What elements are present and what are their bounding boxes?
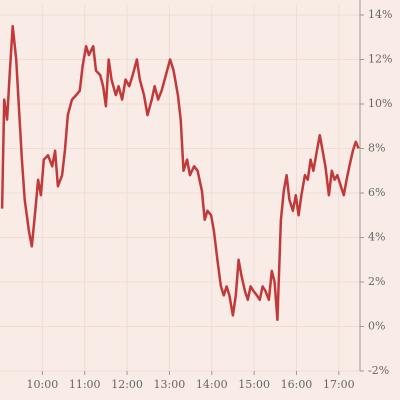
y-tick-label: 4% (368, 231, 385, 244)
line (0, 24, 360, 322)
x-tick-label: 16:00 (281, 378, 313, 391)
x-tick-label: 14:00 (196, 378, 228, 391)
x-tick-label: 17:00 (323, 378, 355, 391)
y-tick-label: -2% (368, 364, 389, 377)
x-tick-label: 13:00 (154, 378, 186, 391)
y-tick-label: 2% (368, 275, 385, 288)
x-tick-label: 10:00 (27, 378, 59, 391)
x-tick-label: 15:00 (238, 378, 270, 391)
y-tick-label: 10% (368, 97, 392, 110)
y-tick-label: 6% (368, 186, 385, 199)
y-tick-label: 8% (368, 142, 385, 155)
y-tick-label: 14% (368, 8, 392, 21)
y-tick-label: 0% (368, 320, 385, 333)
y-tick-label: 12% (368, 53, 392, 66)
x-tick-label: 11:00 (69, 378, 101, 391)
x-tick-label: 12:00 (111, 378, 143, 391)
